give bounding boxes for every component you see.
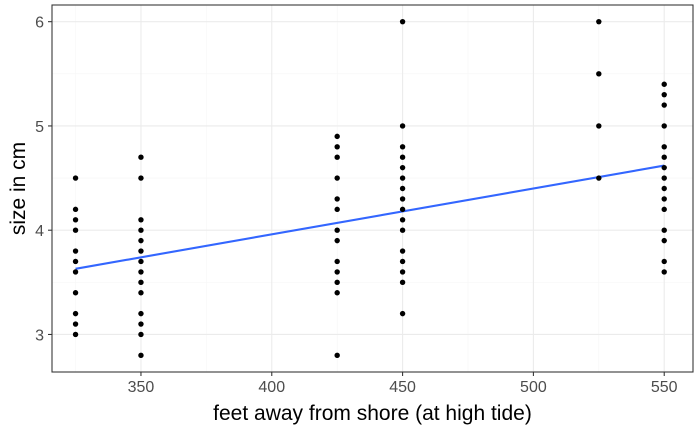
data-point bbox=[661, 154, 667, 160]
points-layer bbox=[72, 18, 667, 359]
data-point bbox=[661, 185, 667, 192]
data-point bbox=[72, 269, 79, 275]
data-point bbox=[334, 258, 340, 265]
data-point bbox=[399, 196, 406, 202]
data-point bbox=[334, 237, 340, 244]
data-point bbox=[596, 175, 602, 181]
y-tick-label: 6 bbox=[35, 15, 44, 32]
data-point bbox=[661, 102, 667, 108]
data-point bbox=[72, 310, 79, 317]
data-point bbox=[661, 144, 667, 150]
data-point bbox=[661, 91, 667, 98]
data-point bbox=[661, 164, 667, 171]
data-point bbox=[72, 290, 79, 296]
data-point bbox=[334, 227, 340, 233]
data-point bbox=[138, 290, 144, 296]
data-point bbox=[72, 331, 79, 338]
data-point bbox=[399, 269, 406, 275]
data-point bbox=[399, 123, 406, 129]
data-point bbox=[72, 248, 79, 254]
x-axis: 350 400 450 500 550 bbox=[128, 372, 678, 396]
data-point bbox=[138, 279, 144, 286]
minor-gridlines bbox=[52, 5, 693, 372]
trend-line bbox=[75, 164, 665, 270]
data-point bbox=[72, 206, 79, 213]
data-point bbox=[138, 310, 144, 317]
trend-line-layer bbox=[75, 164, 665, 270]
data-point bbox=[138, 175, 144, 181]
data-point bbox=[138, 227, 144, 233]
data-point bbox=[334, 144, 340, 150]
data-point bbox=[334, 175, 340, 181]
y-tick-label: 5 bbox=[35, 119, 44, 136]
data-point bbox=[661, 196, 667, 202]
panel-border bbox=[51, 4, 694, 373]
data-point bbox=[661, 258, 667, 265]
data-point bbox=[596, 71, 602, 77]
data-point bbox=[138, 248, 144, 254]
data-point bbox=[399, 18, 406, 25]
data-point bbox=[661, 175, 667, 181]
data-point bbox=[399, 227, 406, 233]
data-point bbox=[72, 258, 79, 265]
data-point bbox=[399, 185, 406, 192]
data-point bbox=[138, 331, 144, 338]
data-point bbox=[138, 352, 144, 359]
data-point bbox=[138, 154, 144, 160]
data-point bbox=[138, 321, 144, 327]
data-point bbox=[399, 310, 406, 317]
y-tick-label: 3 bbox=[35, 327, 44, 344]
data-point bbox=[661, 227, 667, 233]
y-axis: 3 4 5 6 bbox=[35, 15, 52, 344]
data-point bbox=[72, 321, 79, 327]
x-tick-label: 550 bbox=[651, 379, 678, 396]
data-point bbox=[661, 206, 667, 213]
data-point bbox=[138, 269, 144, 275]
y-tick-label: 4 bbox=[35, 223, 44, 240]
data-point bbox=[661, 81, 667, 87]
data-point bbox=[334, 206, 340, 213]
x-tick-label: 400 bbox=[258, 379, 285, 396]
data-point bbox=[334, 133, 340, 140]
x-tick-label: 350 bbox=[128, 379, 155, 396]
x-tick-label: 500 bbox=[520, 379, 547, 396]
data-point bbox=[138, 237, 144, 244]
data-point bbox=[138, 258, 144, 265]
data-point bbox=[334, 196, 340, 202]
y-axis-title: size in cm bbox=[7, 142, 30, 235]
data-point bbox=[334, 269, 340, 275]
data-point bbox=[399, 217, 406, 223]
data-point bbox=[399, 175, 406, 181]
data-point bbox=[399, 258, 406, 265]
data-point bbox=[399, 248, 406, 254]
data-point bbox=[334, 290, 340, 296]
data-point bbox=[138, 217, 144, 223]
data-point bbox=[399, 279, 406, 286]
data-point bbox=[334, 352, 340, 359]
data-point bbox=[334, 154, 340, 160]
data-point bbox=[596, 123, 602, 129]
data-point bbox=[661, 123, 667, 129]
data-point bbox=[399, 154, 406, 160]
x-axis-title: feet away from shore (at high tide) bbox=[213, 402, 532, 425]
data-point bbox=[334, 279, 340, 286]
data-point bbox=[399, 164, 406, 171]
data-point bbox=[72, 175, 79, 181]
data-point bbox=[399, 144, 406, 150]
data-point bbox=[596, 18, 602, 25]
data-point bbox=[399, 206, 406, 213]
data-point bbox=[72, 227, 79, 233]
data-point bbox=[661, 237, 667, 244]
data-point bbox=[72, 217, 79, 223]
data-point bbox=[661, 269, 667, 275]
x-tick-label: 450 bbox=[389, 379, 416, 396]
